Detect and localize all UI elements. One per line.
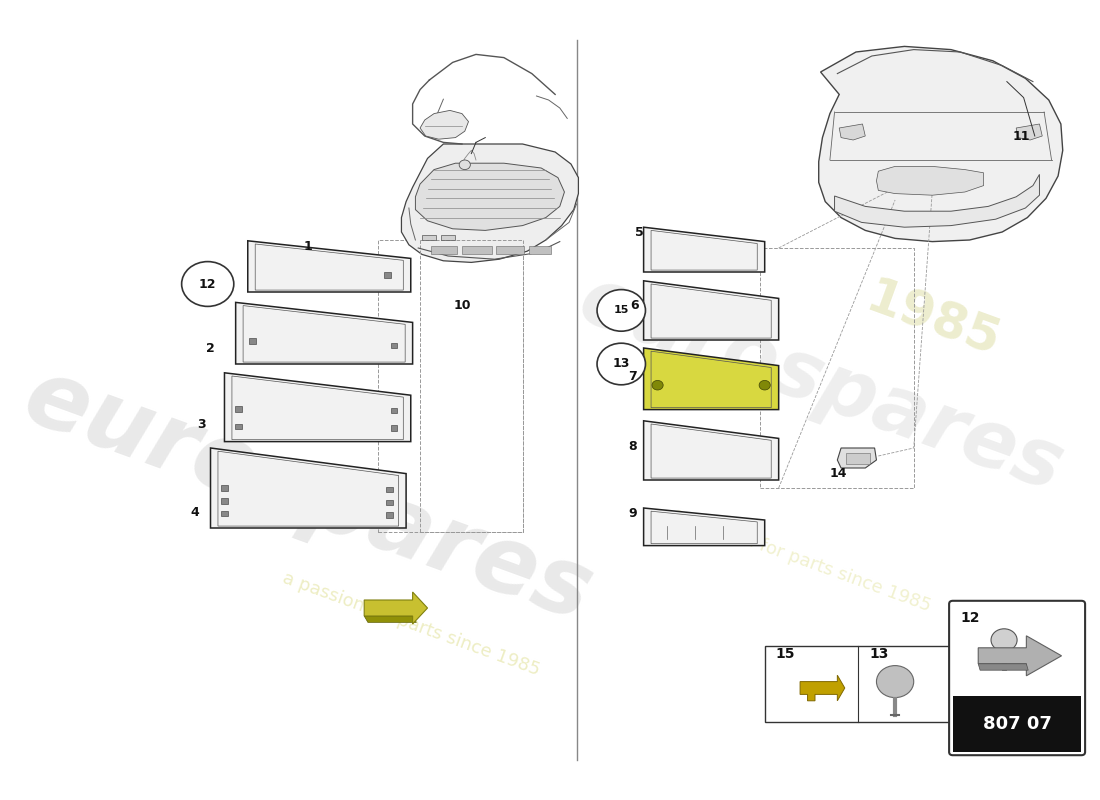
- Bar: [953, 696, 1081, 752]
- Circle shape: [597, 290, 646, 331]
- Bar: [390, 407, 397, 413]
- Polygon shape: [235, 302, 412, 364]
- Bar: [386, 499, 393, 506]
- Bar: [250, 338, 255, 343]
- Text: 6: 6: [630, 299, 639, 312]
- Polygon shape: [837, 448, 877, 468]
- Bar: [764, 646, 952, 722]
- Text: 2: 2: [206, 342, 214, 354]
- Polygon shape: [402, 144, 579, 262]
- Bar: [221, 511, 228, 517]
- Text: a passion for parts since 1985: a passion for parts since 1985: [279, 569, 542, 679]
- Bar: [235, 406, 242, 411]
- Bar: [953, 610, 1042, 678]
- FancyBboxPatch shape: [949, 601, 1085, 755]
- Text: eurospares: eurospares: [568, 260, 1074, 508]
- Bar: [386, 512, 393, 518]
- Bar: [529, 246, 551, 254]
- Circle shape: [459, 160, 471, 170]
- Text: 12: 12: [199, 278, 217, 290]
- Circle shape: [182, 262, 234, 306]
- Text: 13: 13: [869, 646, 889, 661]
- Polygon shape: [800, 675, 845, 701]
- Text: eurospares: eurospares: [12, 350, 605, 642]
- Polygon shape: [644, 508, 764, 546]
- Bar: [462, 246, 492, 254]
- Text: 10: 10: [453, 299, 471, 312]
- Bar: [846, 453, 870, 464]
- Polygon shape: [835, 174, 1040, 227]
- Bar: [384, 272, 390, 278]
- Text: 7: 7: [628, 370, 637, 382]
- Polygon shape: [422, 235, 436, 240]
- Polygon shape: [644, 227, 764, 272]
- Bar: [496, 246, 525, 254]
- Bar: [221, 498, 228, 504]
- Circle shape: [597, 343, 646, 385]
- Bar: [431, 246, 458, 254]
- Circle shape: [759, 381, 770, 390]
- Polygon shape: [644, 421, 779, 480]
- Bar: [221, 485, 228, 490]
- Polygon shape: [364, 592, 428, 624]
- Polygon shape: [364, 616, 416, 622]
- Polygon shape: [420, 110, 469, 139]
- Circle shape: [991, 629, 1018, 651]
- Text: 14: 14: [829, 467, 847, 480]
- Text: 13: 13: [613, 358, 630, 370]
- Text: 1985: 1985: [859, 274, 1006, 366]
- Polygon shape: [644, 281, 779, 340]
- Polygon shape: [416, 163, 564, 230]
- Text: 3: 3: [197, 418, 206, 430]
- Text: a passion for parts since 1985: a passion for parts since 1985: [671, 505, 933, 615]
- Polygon shape: [210, 448, 406, 528]
- Bar: [235, 424, 242, 429]
- Polygon shape: [839, 124, 866, 140]
- Circle shape: [877, 666, 914, 698]
- Polygon shape: [978, 664, 1028, 670]
- Bar: [386, 486, 393, 492]
- Polygon shape: [224, 373, 410, 442]
- Text: 12: 12: [960, 611, 980, 626]
- Text: 1: 1: [304, 240, 312, 253]
- Polygon shape: [644, 348, 779, 410]
- Polygon shape: [1016, 124, 1043, 140]
- Polygon shape: [978, 636, 1062, 676]
- Text: 4: 4: [190, 506, 199, 518]
- Text: 5: 5: [635, 226, 643, 238]
- Text: 11: 11: [1013, 130, 1030, 142]
- Text: 9: 9: [628, 507, 637, 520]
- Text: 15: 15: [614, 306, 629, 315]
- Circle shape: [652, 381, 663, 390]
- Text: 807 07: 807 07: [982, 715, 1052, 733]
- Bar: [390, 342, 397, 348]
- Polygon shape: [877, 166, 983, 195]
- Polygon shape: [441, 235, 454, 240]
- Polygon shape: [248, 241, 410, 292]
- Text: 15: 15: [776, 646, 795, 661]
- Text: 8: 8: [628, 440, 637, 453]
- Bar: [390, 425, 397, 430]
- Polygon shape: [818, 46, 1063, 242]
